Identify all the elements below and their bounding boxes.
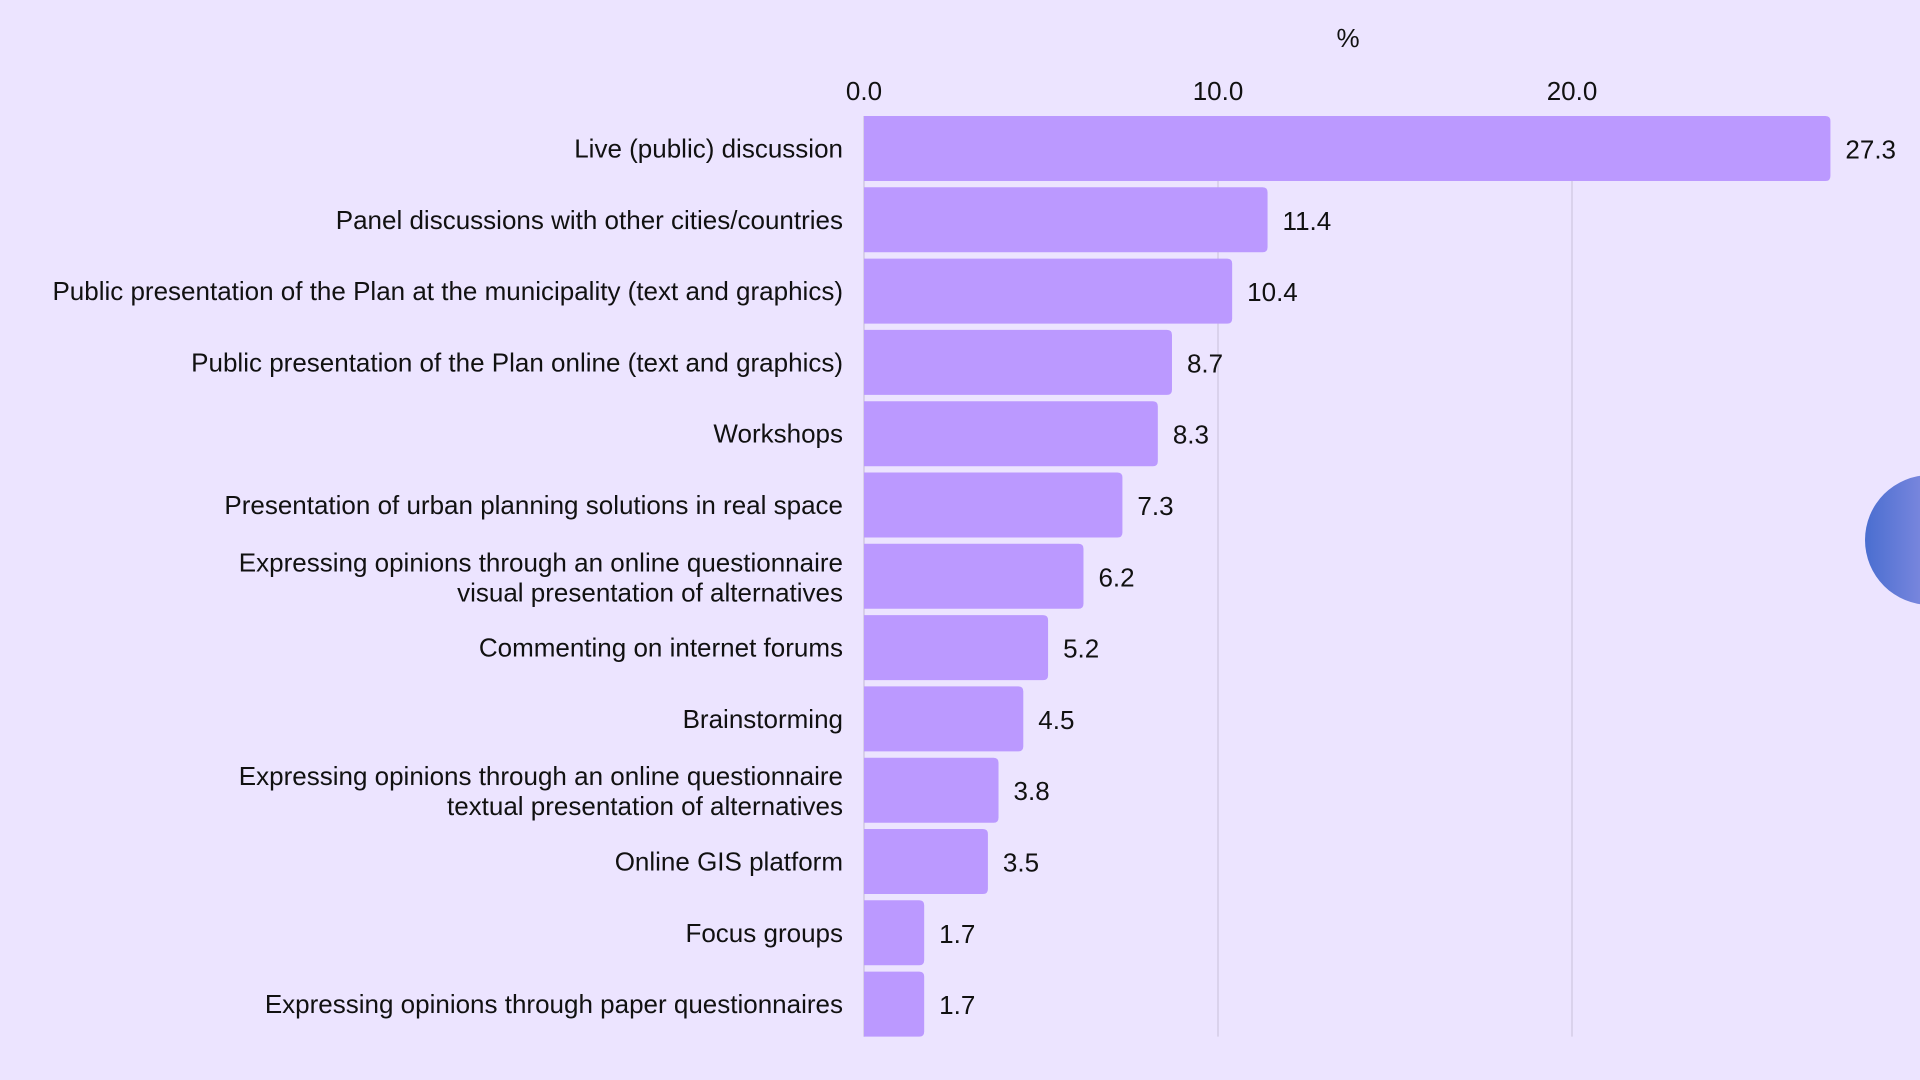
bar xyxy=(864,757,999,823)
x-axis-unit-label: % xyxy=(1336,23,1359,53)
category-label: Workshops xyxy=(713,419,843,449)
value-label: 4.5 xyxy=(1038,705,1074,735)
value-label: 8.7 xyxy=(1187,348,1223,378)
category-label: Commenting on internet forums xyxy=(479,633,843,663)
category-label: Expressing opinions through paper questi… xyxy=(265,989,843,1019)
value-label: 11.4 xyxy=(1283,206,1332,236)
value-label: 1.7 xyxy=(939,919,975,949)
category-label: Live (public) discussion xyxy=(574,134,843,164)
value-label: 7.3 xyxy=(1137,491,1173,521)
category-label: Public presentation of the Plan at the m… xyxy=(52,276,843,306)
bar xyxy=(864,615,1049,681)
category-label: Expressing opinions through an online qu… xyxy=(239,761,843,791)
value-label: 27.3 xyxy=(1845,135,1896,165)
x-tick-label: 10.0 xyxy=(1193,76,1244,106)
category-label: Panel discussions with other cities/coun… xyxy=(336,205,843,235)
value-label: 1.7 xyxy=(939,990,975,1020)
category-label: textual presentation of alternatives xyxy=(447,791,843,821)
value-label: 6.2 xyxy=(1098,562,1134,592)
x-tick-label: 0.0 xyxy=(846,76,882,106)
value-label: 3.8 xyxy=(1014,776,1050,806)
value-label: 3.5 xyxy=(1003,848,1039,878)
value-label: 10.4 xyxy=(1247,277,1298,307)
category-label: visual presentation of alternatives xyxy=(457,577,843,607)
value-label: 5.2 xyxy=(1063,634,1099,664)
bar xyxy=(864,258,1233,324)
bar xyxy=(864,401,1158,467)
value-label: 8.3 xyxy=(1173,420,1209,450)
category-label: Focus groups xyxy=(685,918,843,948)
x-tick-label: 20.0 xyxy=(1547,76,1598,106)
category-label: Expressing opinions through an online qu… xyxy=(239,547,843,577)
category-label: Presentation of urban planning solutions… xyxy=(224,490,843,520)
bar xyxy=(864,971,925,1037)
bar xyxy=(864,829,988,894)
bar xyxy=(864,187,1268,253)
bar xyxy=(864,686,1024,752)
category-label: Brainstorming xyxy=(683,704,843,734)
bar xyxy=(864,900,925,966)
category-label: Public presentation of the Plan online (… xyxy=(191,347,843,377)
bar xyxy=(864,472,1123,538)
category-label: Online GIS platform xyxy=(615,847,843,877)
bar xyxy=(864,116,1831,181)
bar xyxy=(864,543,1084,609)
bar xyxy=(864,329,1172,395)
